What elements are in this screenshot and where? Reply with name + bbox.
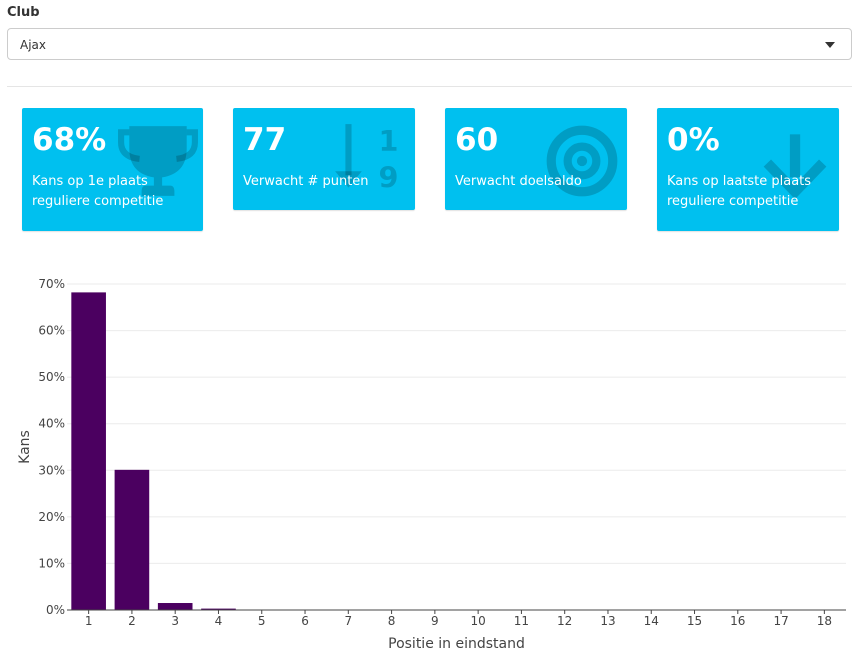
value-box-goal-difference: 60 Verwacht doelsaldo	[445, 108, 627, 210]
bar	[157, 603, 193, 610]
club-select[interactable]: Ajax	[7, 28, 852, 60]
y-tick-label: 10%	[38, 556, 65, 570]
x-tick-label: 7	[344, 614, 352, 628]
value-box-points: 1 9 77 Verwacht # punten	[233, 108, 415, 210]
x-tick-label: 10	[470, 614, 485, 628]
x-tick-label: 3	[171, 614, 179, 628]
x-tick-label: 11	[514, 614, 529, 628]
x-tick-label: 9	[431, 614, 439, 628]
value-box-first-place: 68% Kans op 1e plaats reguliere competit…	[22, 108, 203, 231]
value-box-subtitle: Kans op laatste plaats reguliere competi…	[667, 174, 812, 209]
y-tick-label: 20%	[38, 510, 65, 524]
arrow-down-icon	[763, 134, 827, 200]
trophy-icon	[118, 126, 198, 196]
club-select-value: Ajax	[20, 38, 46, 52]
x-tick-label: 4	[215, 614, 223, 628]
x-tick-label: 17	[773, 614, 788, 628]
bullseye-icon	[546, 125, 618, 197]
value-box-value: 77	[243, 122, 287, 158]
x-tick-label: 15	[687, 614, 702, 628]
bar	[71, 292, 106, 610]
x-tick-label: 16	[730, 614, 745, 628]
divider	[7, 86, 852, 87]
x-tick-label: 6	[301, 614, 309, 628]
x-tick-label: 14	[644, 614, 659, 628]
club-filter-label: Club	[7, 5, 40, 20]
x-tick-label: 8	[388, 614, 396, 628]
y-tick-label: 40%	[38, 417, 65, 431]
bar	[114, 469, 150, 610]
x-axis-title: Positie in eindstand	[388, 636, 525, 652]
value-box-last-place: 0% Kans op laatste plaats reguliere comp…	[657, 108, 839, 231]
x-tick-label: 18	[817, 614, 832, 628]
x-tick-label: 2	[128, 614, 136, 628]
caret-down-icon[interactable]	[825, 42, 835, 48]
y-tick-label: 50%	[38, 370, 65, 384]
sort-numeric-down-icon: 1 9	[335, 124, 398, 195]
value-box-value: 0%	[667, 122, 720, 158]
y-axis-title: Kans	[17, 430, 33, 464]
value-box-value: 68%	[32, 122, 107, 158]
svg-text:9: 9	[378, 161, 398, 195]
value-box-subtitle: Verwacht doelsaldo	[455, 174, 582, 189]
position-probability-chart: 0%10%20%30%40%50%60%70%1 2 3 4 5 6 7 8 9 10 11 12 13…	[17, 277, 846, 652]
value-box-subtitle: Verwacht # punten	[243, 174, 369, 189]
y-tick-label: 30%	[38, 463, 65, 477]
svg-text:1: 1	[378, 124, 398, 158]
x-tick-label: 13	[600, 614, 615, 628]
value-box-subtitle: Kans op 1e plaats reguliere competitie	[32, 174, 164, 209]
y-tick-label: 60%	[38, 324, 65, 338]
y-tick-label: 70%	[38, 277, 65, 291]
x-tick-label: 1	[85, 614, 93, 628]
value-box-value: 60	[455, 122, 499, 158]
y-tick-label: 0%	[46, 603, 65, 617]
x-tick-label: 12	[557, 614, 572, 628]
bar	[201, 608, 236, 610]
x-tick-label: 5	[258, 614, 266, 628]
